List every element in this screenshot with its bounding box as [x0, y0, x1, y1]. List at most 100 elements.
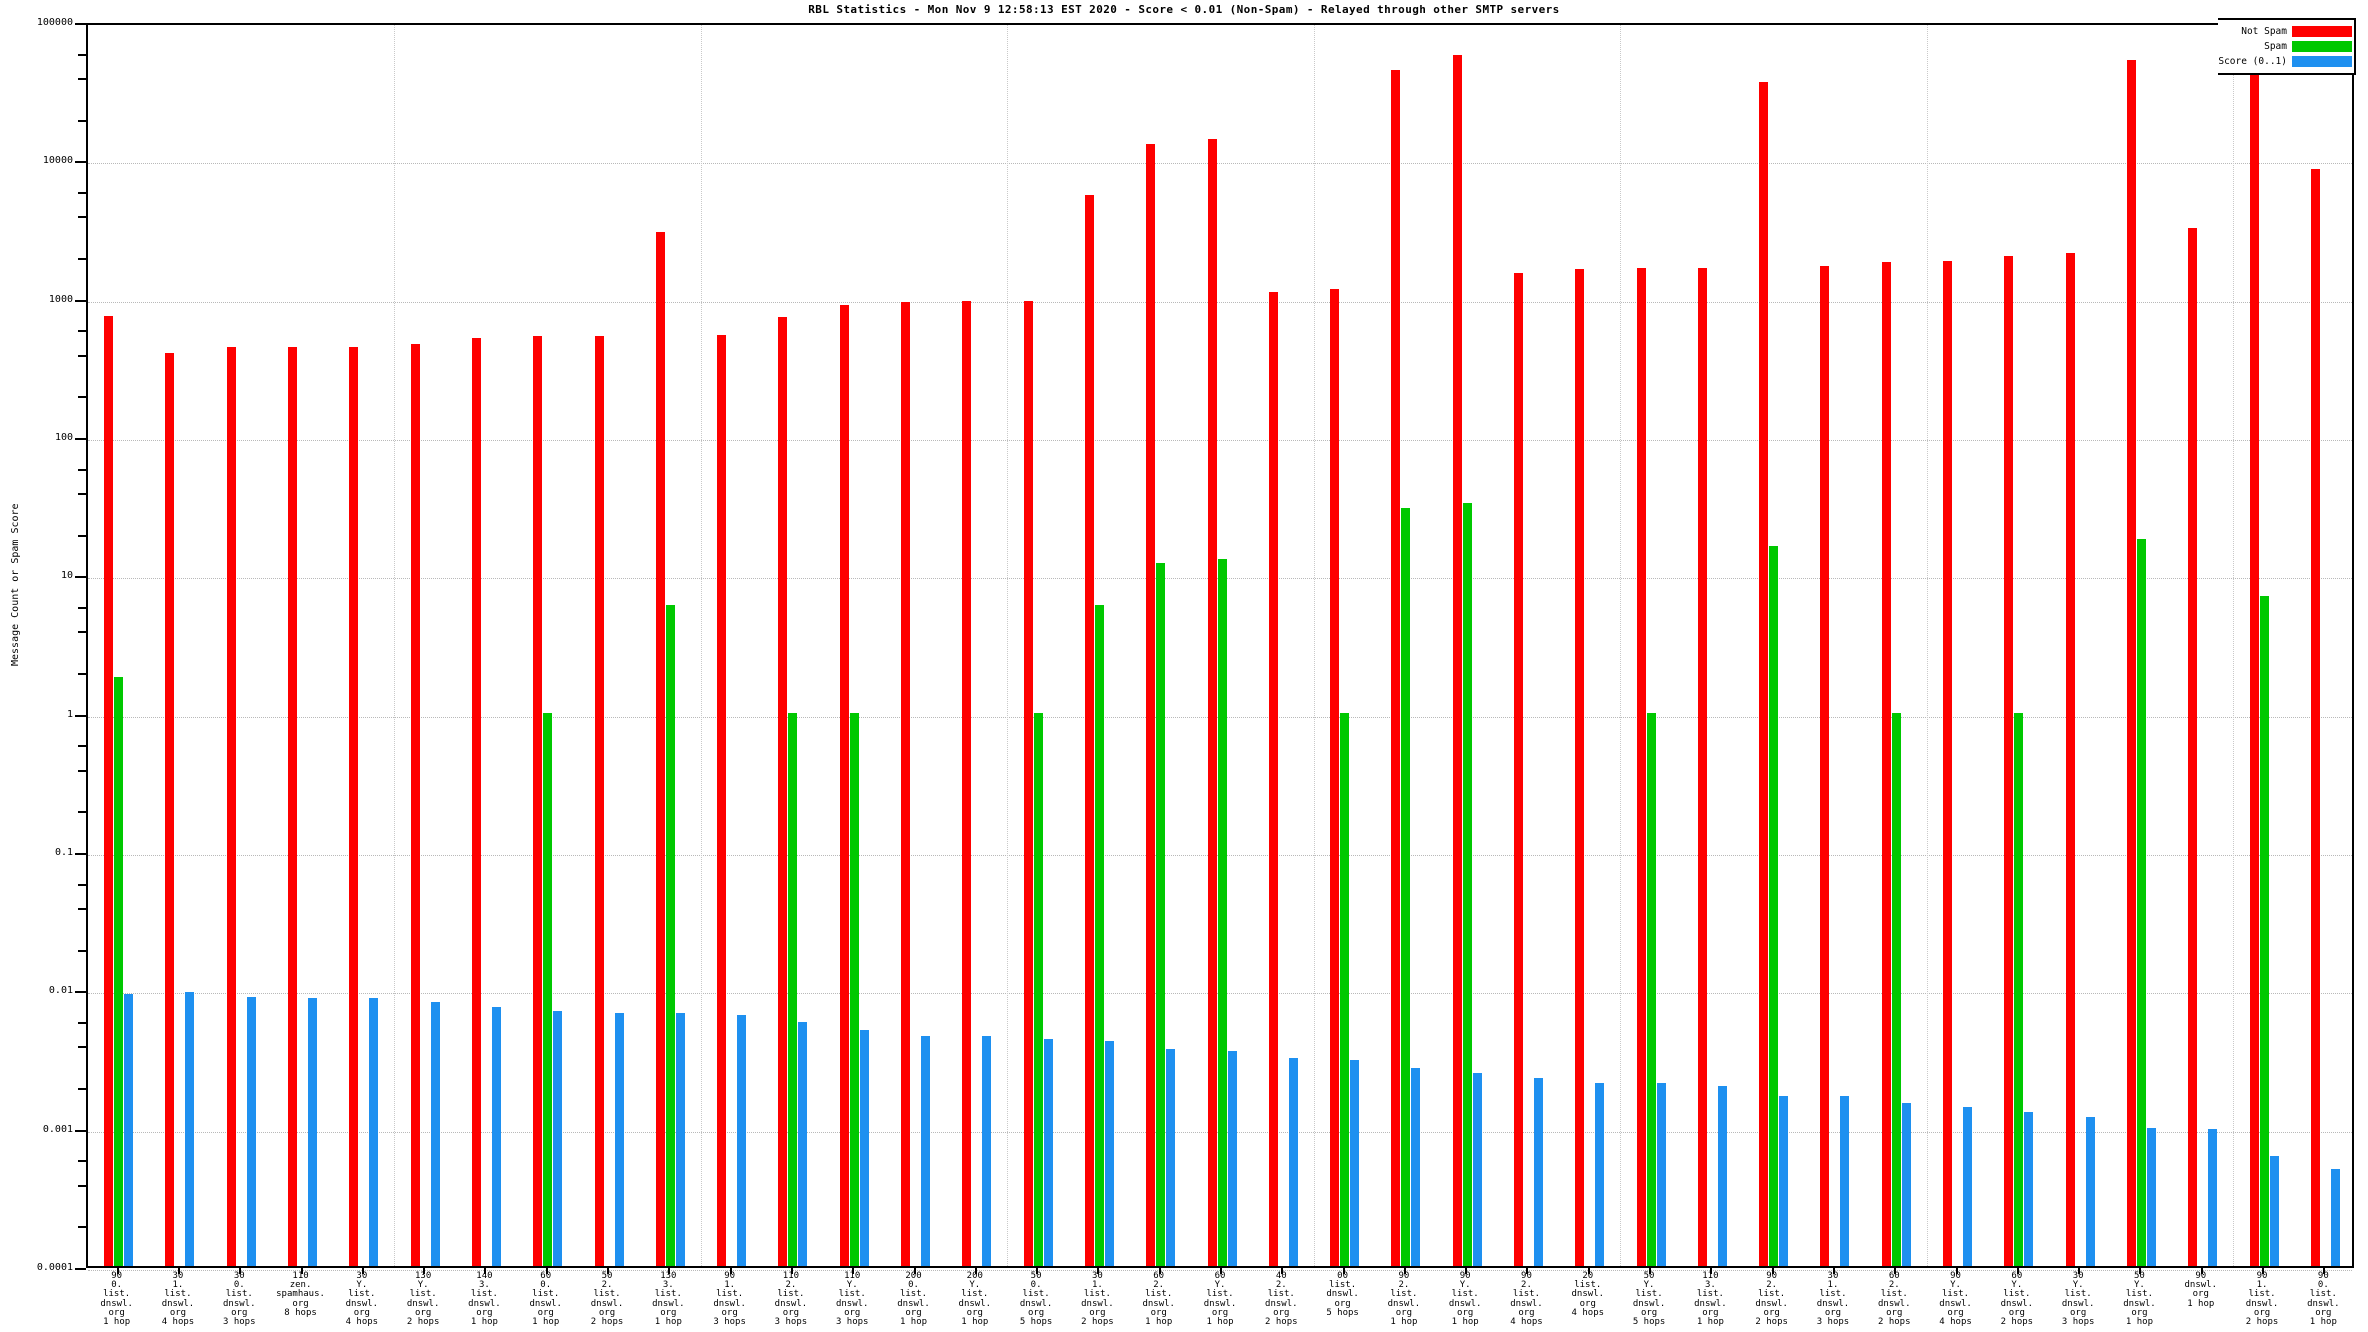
x-tick-label-line: dnswl.	[652, 1298, 685, 1309]
x-tick-label-line: 0.	[908, 1280, 919, 1291]
y-tick-label: 100000	[36, 17, 73, 28]
x-tick	[1097, 1268, 1100, 1274]
x-tick-label-line: zen.	[289, 1280, 312, 1291]
x-tick-label-line: dnswl.	[1081, 1298, 1114, 1309]
x-tick-label-line: 60	[1153, 1271, 1165, 1281]
x-tick-label: 90 0. list. dnswl. org 1 hop	[86, 1271, 147, 1327]
bar-not-spam	[1268, 291, 1278, 1266]
bar-spam	[665, 605, 675, 1266]
x-tick-label-line: list.	[1635, 1289, 1663, 1300]
x-tick-label-line: 3 hops	[774, 1316, 808, 1327]
bar-not-spam	[1207, 139, 1217, 1266]
x-tick-label-line: org	[598, 1307, 616, 1318]
bar-score	[675, 1012, 685, 1266]
gridline-vertical	[394, 25, 396, 1266]
x-tick-label: 50 2. list. dnswl. org 2 hops	[576, 1271, 637, 1327]
y-axis-title-text: Message Count or Spam Score	[10, 503, 21, 666]
bar-score	[1288, 1057, 1298, 1266]
x-tick-label-line: dnswl.	[1326, 1289, 1359, 1300]
x-tick-label-line: list.	[1390, 1289, 1418, 1300]
x-tick-label-line: dnswl.	[161, 1298, 195, 1309]
x-tick-label-line: org	[1457, 1307, 1474, 1318]
x-tick	[1955, 1268, 1958, 1274]
x-tick-label-line: list.	[2064, 1289, 2092, 1300]
y-tick-minor	[78, 1160, 86, 1163]
x-tick-label-line: dnswl.	[1632, 1298, 1666, 1309]
x-tick-label-line: org	[415, 1307, 432, 1318]
x-tick-label-line: list.	[593, 1289, 621, 1300]
x-tick	[1342, 1268, 1345, 1274]
x-tick-label-line: 3.	[1704, 1280, 1716, 1291]
x-tick-label-line: dnswl.	[1816, 1298, 1850, 1309]
x-axis-ticks	[86, 1268, 2354, 1274]
y-tick-minor	[78, 908, 86, 911]
bar-not-spam	[104, 315, 114, 1266]
x-tick-label-line: org	[1150, 1307, 1167, 1318]
bar-not-spam	[962, 301, 972, 1266]
x-tick-label-line: 2 hops	[406, 1316, 440, 1327]
bar-not-spam	[1330, 289, 1340, 1266]
bar-spam	[1156, 563, 1166, 1266]
x-tick-label-line: 110	[1702, 1271, 1719, 1281]
y-tick-minor	[78, 949, 86, 952]
y-tick-minor	[78, 1088, 86, 1091]
x-tick-label-line: dnswl.	[1203, 1298, 1237, 1309]
x-tick-label-line: 1 hop	[961, 1316, 989, 1327]
x-tick-label-line: list.	[2003, 1289, 2031, 1300]
bar-spam	[2259, 595, 2269, 1266]
x-tick-label-line: 130	[660, 1271, 677, 1281]
x-tick-label-line: 90	[1950, 1271, 1961, 1281]
x-tick-label-line: dnswl.	[345, 1298, 379, 1309]
x-tick-label: 90 dnswl. org 1 hop	[2170, 1271, 2231, 1309]
bar-not-spam	[2310, 169, 2320, 1266]
bar-score	[1166, 1049, 1176, 1266]
bar-score	[1533, 1077, 1543, 1266]
y-tick-major	[75, 438, 86, 440]
x-tick-label-line: 60	[1888, 1271, 1900, 1281]
x-tick-label: 50 Y. list. dnswl. org 5 hops	[1618, 1271, 1679, 1327]
bar-score	[859, 1029, 869, 1266]
bar-score	[798, 1022, 808, 1266]
bar-spam	[1033, 712, 1043, 1266]
x-tick-label-line: list.	[1145, 1289, 1173, 1300]
x-tick-label-line: 90	[1398, 1271, 1410, 1281]
x-tick-label-line: org	[782, 1307, 800, 1318]
y-tick-minor	[78, 53, 86, 56]
x-tick-label-line: 90	[2256, 1271, 2268, 1281]
bar-not-spam	[288, 347, 298, 1266]
bar-not-spam	[2126, 60, 2136, 1266]
x-tick-label-line: list.	[1819, 1289, 1847, 1300]
x-tick-label-line: 0.	[2317, 1280, 2329, 1291]
x-tick-label-line: 4 hops	[345, 1316, 379, 1327]
x-tick-label-line: 30	[1091, 1271, 1103, 1281]
x-tick-label-line: list.	[1880, 1289, 1908, 1300]
x-tick-label-line: 4 hops	[1571, 1307, 1605, 1318]
x-tick-label-line: 1 hop	[470, 1316, 498, 1327]
x-tick-label: 00 list. dnswl. org 5 hops	[1312, 1271, 1373, 1318]
bar-score	[1963, 1107, 1973, 1266]
x-tick-label-line: 4 hops	[1939, 1316, 1972, 1327]
x-tick-label-line: 0.	[233, 1280, 245, 1291]
x-tick	[1526, 1268, 1529, 1274]
x-tick-label-line: dnswl.	[1694, 1298, 1727, 1309]
gridline-horizontal	[88, 163, 2352, 165]
x-tick-label: 60 2. list. dnswl. org 1 hop	[1128, 1271, 1189, 1327]
bar-score	[1717, 1086, 1727, 1266]
x-tick-label-line: 0.	[111, 1280, 123, 1291]
x-tick-label: 90 0. list. dnswl. org 1 hop	[2293, 1271, 2354, 1327]
gridline-vertical	[700, 25, 702, 1266]
x-tick-label-line: 5 hops	[1326, 1307, 1359, 1318]
y-tick-label: 0.1	[54, 847, 73, 858]
x-tick-label-line: list.	[716, 1289, 744, 1300]
x-tick-label-line: dnswl.	[2061, 1298, 2095, 1309]
x-tick-label-line: dnswl.	[2245, 1298, 2279, 1309]
legend: Not Spam Spam Score (0..1)	[2218, 18, 2356, 75]
x-tick-label-line: Y.	[1459, 1280, 1471, 1291]
x-tick-label: 60 Y. list. dnswl. org 1 hop	[1189, 1271, 1250, 1327]
x-tick-label: 110 3. list. dnswl. org 1 hop	[1680, 1271, 1741, 1327]
x-tick-label-line: list.	[470, 1289, 498, 1300]
x-tick-label: 110 Y. list. dnswl. org 3 hops	[822, 1271, 883, 1327]
bar-spam	[1094, 605, 1104, 1266]
x-tick-label-line: dnswl.	[2000, 1298, 2034, 1309]
x-tick-label-line: 2.	[785, 1280, 797, 1291]
